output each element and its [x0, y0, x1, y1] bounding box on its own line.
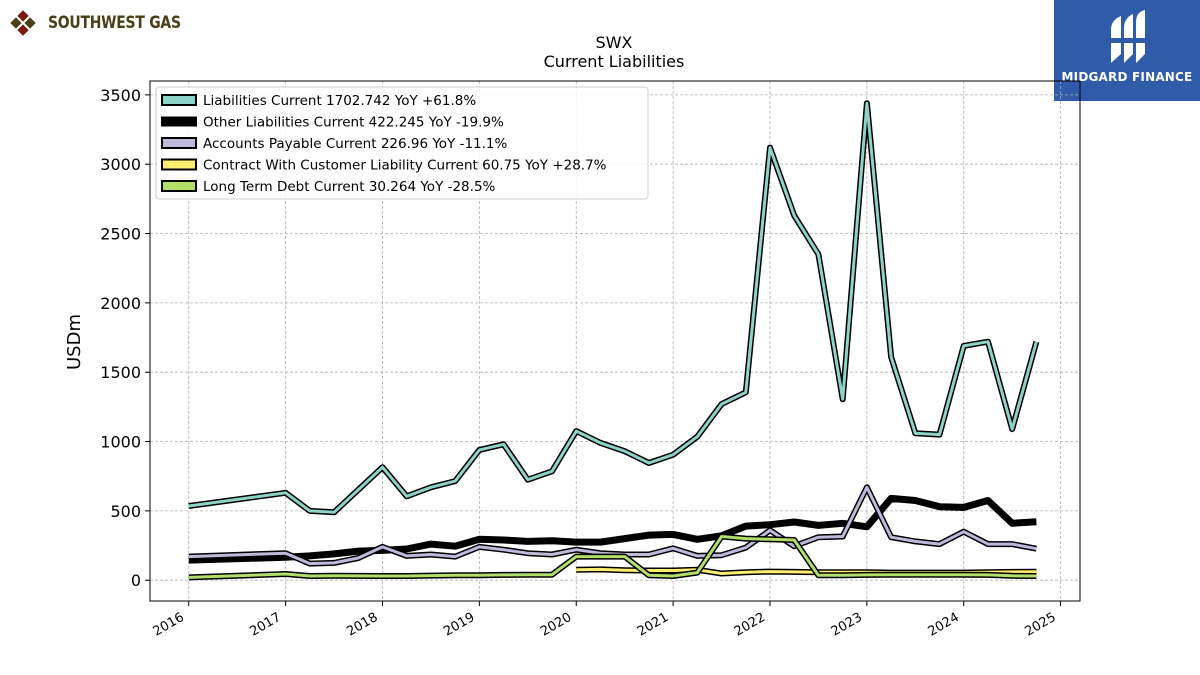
x-tick-label: 2019 [441, 610, 477, 640]
legend-label-3: Contract With Customer Liability Current… [203, 158, 607, 174]
series-line-1 [188, 494, 1037, 564]
legend-swatch-0 [161, 94, 197, 106]
southwest-gas-logo-text: SOUTHWEST GAS [48, 13, 181, 33]
x-tick-label: 2023 [829, 610, 865, 640]
chart-title: SWX [596, 33, 633, 52]
x-tick-label: 2018 [344, 610, 380, 640]
x-tick-label: 2024 [926, 610, 962, 640]
series-line-2 [188, 485, 1037, 566]
legend: Liabilities Current 1702.742 YoY +61.8% O… [155, 86, 649, 200]
y-tick-label: 3500 [100, 86, 141, 105]
legend-box [155, 86, 649, 200]
x-tick-label: 2022 [732, 610, 768, 640]
series-layer [188, 100, 1040, 581]
legend-label-0: Liabilities Current 1702.742 YoY +61.8% [203, 93, 476, 109]
midgard-finance-logo: MIDGARD FINANCE [1054, 0, 1200, 101]
x-tick-label: 2021 [635, 610, 671, 640]
x-tick-label: 2017 [247, 610, 283, 640]
midgard-finance-mark-icon [1107, 10, 1149, 63]
midgard-finance-logo-text: MIDGARD FINANCE [1061, 70, 1193, 84]
legend-swatch-4 [161, 180, 197, 192]
y-tick-label: 500 [110, 502, 141, 521]
y-tick-label: 0 [131, 571, 141, 590]
y-tick-label: 2000 [100, 294, 141, 313]
x-tick-label: 2016 [151, 610, 187, 640]
y-tick-label: 1000 [100, 433, 141, 452]
plot-frame [149, 80, 1081, 602]
southwest-gas-logo: SOUTHWEST GAS [4, 4, 210, 42]
y-axis-label: USDm [64, 314, 85, 370]
y-tick-label: 2500 [100, 225, 141, 244]
x-tick-label: 2020 [538, 610, 574, 640]
y-tick-label: 3000 [100, 155, 141, 174]
legend-label-1: Other Liabilities Current 422.245 YoY -1… [203, 115, 504, 131]
legend-label-2: Accounts Payable Current 226.96 YoY -11.… [203, 136, 508, 152]
southwest-gas-diamond-icon [10, 10, 36, 36]
series-line-4 [188, 535, 1037, 579]
legend-swatch-2 [161, 137, 197, 149]
legend-swatch-1 [161, 116, 197, 127]
series-line-0 [188, 101, 1038, 514]
legend-swatch-3 [161, 158, 197, 171]
legend-label-4: Long Term Debt Current 30.264 YoY -28.5% [203, 179, 496, 195]
y-tick-label: 1500 [100, 363, 141, 382]
x-tick-label: 2025 [1022, 610, 1058, 640]
chart-subtitle: Current Liabilities [544, 52, 685, 71]
